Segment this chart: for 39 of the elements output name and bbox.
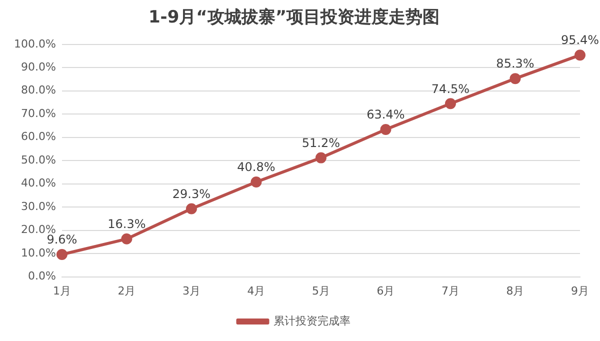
point bbox=[186, 203, 197, 214]
point bbox=[510, 73, 521, 84]
y-tick-label: 30.0% bbox=[20, 200, 56, 213]
y-tick-label: 40.0% bbox=[20, 176, 56, 190]
point bbox=[574, 50, 586, 61]
data-label: 95.4% bbox=[560, 33, 600, 48]
x-tick-label: 2月 bbox=[118, 284, 136, 298]
point bbox=[444, 98, 456, 110]
data-label: 63.4% bbox=[366, 108, 405, 122]
x-tick-label: 9月 bbox=[571, 284, 589, 298]
x-tick-label: 1月 bbox=[52, 284, 71, 298]
y-tick-label: 90.0% bbox=[20, 60, 56, 74]
x-tick-label: 6月 bbox=[376, 284, 395, 298]
data-label: 16.3% bbox=[108, 217, 146, 232]
y-tick-label: 50.0% bbox=[20, 153, 56, 166]
chart-title: 1-9月“攻城拔寨”项目投资进度走势图 bbox=[148, 8, 440, 28]
point bbox=[250, 176, 262, 188]
data-label: 85.3% bbox=[496, 56, 534, 71]
y-tick-label: 70.0% bbox=[20, 106, 56, 120]
y-tick-label: 60.0% bbox=[20, 130, 56, 144]
data-label: 40.8% bbox=[237, 160, 276, 174]
point bbox=[121, 233, 132, 244]
data-label: 51.2% bbox=[302, 136, 340, 150]
x-tick-label: 5月 bbox=[312, 284, 330, 298]
data-label: 74.5% bbox=[431, 82, 470, 96]
point bbox=[56, 248, 68, 260]
data-label: 29.3% bbox=[172, 186, 211, 201]
y-tick-label: 80.0% bbox=[20, 84, 56, 97]
point bbox=[315, 152, 326, 164]
x-tick-label: 4月 bbox=[247, 284, 266, 298]
legend-label: 累计投资完成率 bbox=[273, 314, 350, 328]
y-tick-label: 100.0% bbox=[14, 37, 56, 50]
x-tick-label: 8月 bbox=[506, 284, 524, 298]
y-tick-label: 0.0% bbox=[28, 270, 56, 283]
point bbox=[380, 124, 392, 135]
data-label: 9.6% bbox=[46, 232, 78, 247]
x-tick-label: 7月 bbox=[441, 284, 460, 298]
y-tick-label: 10.0% bbox=[20, 246, 56, 260]
x-tick-label: 3月 bbox=[182, 284, 200, 298]
